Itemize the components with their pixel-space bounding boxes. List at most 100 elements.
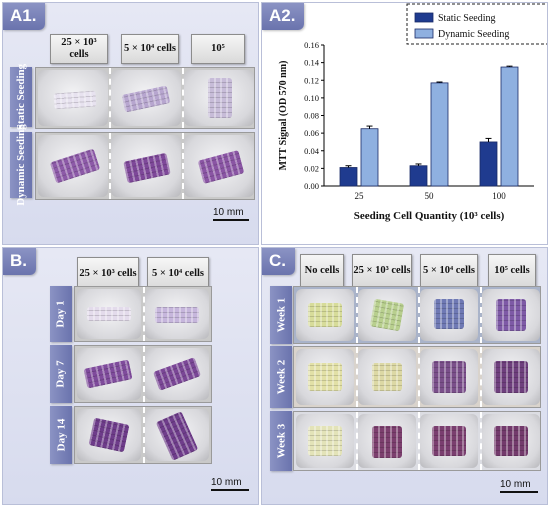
b-column-header-2-text: 5 × 10⁴ cells xyxy=(152,268,204,279)
a1-column-header-2-text: 5 × 10⁴ cells xyxy=(124,43,176,54)
b-well xyxy=(77,409,141,461)
mtt-bar-chart: 0.00 0.02 0.04 0.06 0.08 0.10 0.12 0.14 0.16 25 50… xyxy=(278,3,547,222)
b-column-header-2: 5 × 10⁴ cells xyxy=(147,257,209,291)
scaffold-green xyxy=(369,298,405,332)
c-divider xyxy=(418,412,420,470)
a1-well xyxy=(111,135,181,197)
c-well xyxy=(296,289,354,341)
a1-row-header-dynamic-text: Dynamic Seeding xyxy=(15,124,27,206)
a1-scale-bar: 10 mm xyxy=(213,207,249,221)
c-column-header-4: 10⁵ cells xyxy=(488,254,536,288)
b-divider xyxy=(143,407,145,463)
b-well xyxy=(77,348,141,400)
x-tick-label: 100 xyxy=(492,191,506,201)
b-scale-bar: 10 mm xyxy=(211,477,249,491)
b-well xyxy=(145,409,209,461)
c-row-header-week2: Week 2 xyxy=(270,346,292,408)
scaffold-purple xyxy=(494,361,528,393)
a1-column-header-2: 5 × 10⁴ cells xyxy=(121,34,179,64)
scaffold-purple xyxy=(372,426,402,458)
c-column-header-3-text: 5 × 10⁴ cells xyxy=(423,265,475,276)
c-column-header-4-text: 10⁵ cells xyxy=(494,265,530,276)
b-row-header-day1: Day 1 xyxy=(50,286,72,342)
c-photo-week1 xyxy=(293,286,541,344)
b-scale-label: 10 mm xyxy=(211,477,242,488)
b-photo-day7 xyxy=(74,345,212,403)
b-well xyxy=(77,289,141,339)
b-well xyxy=(145,289,209,339)
bar-static xyxy=(479,141,498,187)
b-photo-day14 xyxy=(74,406,212,464)
c-well xyxy=(420,414,478,468)
a1-divider xyxy=(109,68,111,128)
c-well xyxy=(482,414,540,468)
c-column-header-2: 25 × 10³ cells xyxy=(352,254,412,288)
c-row-header-week3-text: Week 3 xyxy=(275,423,287,459)
c-divider xyxy=(480,287,482,343)
y-tick-label: 0.00 xyxy=(304,181,319,191)
c-photo-week2 xyxy=(293,346,541,408)
b-column-header-1-text: 25 × 10³ cells xyxy=(79,268,137,279)
c-scale-line xyxy=(500,491,538,493)
a1-well xyxy=(38,70,108,126)
c-well xyxy=(482,349,540,405)
c-well xyxy=(420,289,478,341)
scaffold-blue xyxy=(434,299,464,329)
bar-dynamic xyxy=(500,66,519,187)
panel-label-b: B. xyxy=(3,248,36,275)
y-tick-label: 0.10 xyxy=(304,93,319,103)
b-column-header-1: 25 × 10³ cells xyxy=(77,257,139,291)
scaffold-faint xyxy=(87,307,131,321)
c-divider xyxy=(418,347,420,407)
panel-a2: A2. 0.00 0.02 0.04 0.06 0.08 0.10 0.12 0.14 0.16… xyxy=(261,2,548,245)
scaffold-light xyxy=(208,78,232,118)
b-divider xyxy=(143,346,145,402)
scaffold-yellow xyxy=(372,363,402,391)
c-scale-bar: 10 mm xyxy=(500,479,538,493)
scaffold-purple xyxy=(152,357,202,391)
c-row-header-week1-text: Week 1 xyxy=(275,297,287,333)
c-row-header-week2-text: Week 2 xyxy=(275,359,287,395)
scaffold-purple xyxy=(494,426,528,456)
y-tick-label: 0.04 xyxy=(304,146,320,156)
c-row-header-week1: Week 1 xyxy=(270,286,292,344)
b-photo-day1 xyxy=(74,286,212,342)
y-tick-label: 0.14 xyxy=(304,58,320,68)
c-divider xyxy=(356,287,358,343)
y-tick-label: 0.02 xyxy=(304,163,319,173)
b-well xyxy=(145,348,209,400)
b-divider xyxy=(143,287,145,341)
c-well xyxy=(420,349,478,405)
a1-photo-dynamic xyxy=(35,132,255,200)
b-row-header-day1-text: Day 1 xyxy=(55,300,68,328)
c-divider xyxy=(480,412,482,470)
a1-well xyxy=(184,135,254,197)
scaffold-yellow xyxy=(308,363,342,391)
legend-label: Dynamic Seeding xyxy=(438,29,509,40)
c-photo-week3 xyxy=(293,411,541,471)
a1-column-header-1-text: 25 × 10³ cells xyxy=(61,37,97,60)
bar-static xyxy=(409,165,428,187)
legend-swatch xyxy=(414,12,434,23)
x-tick-label: 25 xyxy=(355,191,365,201)
b-row-header-day7: Day 7 xyxy=(50,345,72,403)
a1-photo-static xyxy=(35,67,255,129)
y-tick-label: 0.08 xyxy=(304,111,319,121)
bar-static xyxy=(339,167,358,187)
panel-a1: A1. 25 × 10³ cells 5 × 10⁴ cells 10⁵ Sta… xyxy=(2,2,259,245)
panel-label-a1: A1. xyxy=(3,3,46,30)
panel-c: C. No cells 25 × 10³ cells 5 × 10⁴ cells… xyxy=(261,247,548,505)
a1-row-header-dynamic: Dynamic Seeding xyxy=(10,124,32,206)
b-row-header-day14-text: Day 14 xyxy=(55,418,68,452)
scaffold-purple xyxy=(83,359,133,389)
bar-dynamic xyxy=(360,128,379,187)
x-axis-label: Seeding Cell Quantity (10³ cells) xyxy=(354,210,505,222)
scaffold-light xyxy=(121,85,171,113)
a1-well xyxy=(38,135,108,197)
c-divider xyxy=(480,347,482,407)
scaffold-purple xyxy=(49,148,101,184)
b-row-header-day14: Day 14 xyxy=(50,406,72,464)
c-row-header-week3: Week 3 xyxy=(270,411,292,471)
c-column-header-3: 5 × 10⁴ cells xyxy=(420,254,478,288)
c-well xyxy=(358,349,416,405)
